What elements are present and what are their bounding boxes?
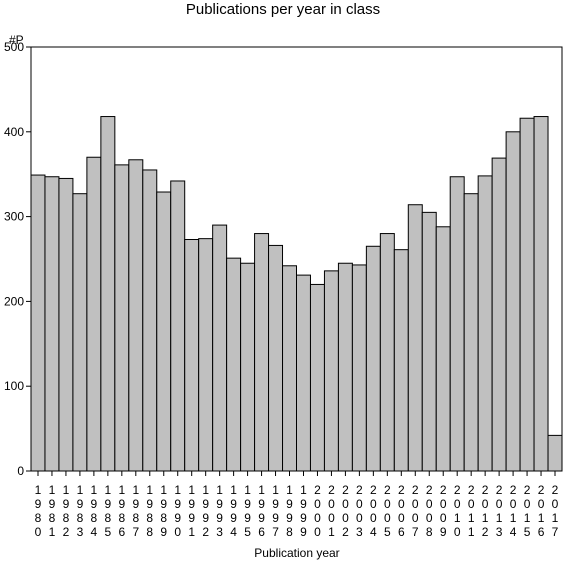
bar-2014 bbox=[505, 131, 521, 472]
bar-2013 bbox=[491, 157, 507, 472]
bar-2016 bbox=[533, 116, 549, 472]
bars-group bbox=[30, 116, 563, 472]
chart-title: Publications per year in class bbox=[186, 1, 380, 18]
plot-frame bbox=[30, 46, 563, 472]
y-axis: 0 100 200 300 400 500 bbox=[4, 40, 31, 478]
bar-2007 bbox=[407, 204, 423, 472]
bar-1998 bbox=[282, 265, 297, 472]
bar-1999 bbox=[296, 274, 311, 472]
bar-1984 bbox=[86, 156, 102, 472]
bar-2011 bbox=[463, 193, 479, 472]
y-tick-label-100: 100 bbox=[4, 379, 24, 393]
bar-2002 bbox=[337, 262, 353, 472]
bar-2010 bbox=[449, 176, 465, 472]
bar-1992 bbox=[198, 238, 214, 472]
bar-1982 bbox=[58, 177, 74, 472]
bar-1994 bbox=[226, 257, 242, 472]
bar-2015 bbox=[519, 117, 535, 472]
bar-1985 bbox=[100, 116, 116, 472]
bar-2006 bbox=[393, 249, 409, 472]
bar-1996 bbox=[254, 233, 270, 472]
bar-2009 bbox=[435, 226, 451, 472]
bar-1983 bbox=[72, 193, 88, 472]
bar-1987 bbox=[128, 159, 144, 472]
x-axis: 1 9 8 0 1 9 8 1 1 9 8 2 1 9 8 3 1 9 8 4 1 9 8 5 1 9 8 6 1 9 8 7 1 9 8 8 1 9 8 9… bbox=[35, 471, 559, 539]
y-tick-label-400: 400 bbox=[4, 125, 24, 139]
y-tick-label-200: 200 bbox=[4, 294, 24, 308]
bar-1991 bbox=[184, 239, 200, 472]
y-axis-label: #P bbox=[9, 33, 24, 47]
bar-1995 bbox=[240, 262, 256, 472]
bar-1990 bbox=[170, 180, 186, 472]
bar-1980 bbox=[30, 174, 46, 472]
bar-1993 bbox=[212, 224, 228, 472]
y-tick-label-500: 500 bbox=[4, 40, 24, 54]
y-tick-label-0: 0 bbox=[17, 464, 24, 478]
bar-1981 bbox=[44, 176, 60, 472]
bar-1997 bbox=[268, 244, 284, 472]
bar-2000 bbox=[309, 283, 325, 472]
bar-1989 bbox=[156, 191, 172, 472]
bar-1986 bbox=[114, 164, 130, 472]
bar-2001 bbox=[323, 270, 339, 472]
bar-2005 bbox=[379, 233, 395, 472]
bar-2004 bbox=[365, 245, 381, 472]
bar-2008 bbox=[421, 211, 437, 472]
y-tick-label-300: 300 bbox=[4, 210, 24, 224]
bar-2003 bbox=[351, 264, 367, 472]
bar-2017 bbox=[547, 434, 563, 472]
bar-2012 bbox=[477, 175, 493, 472]
x-axis-label: Publication year bbox=[254, 546, 339, 560]
bar-1988 bbox=[142, 169, 158, 472]
